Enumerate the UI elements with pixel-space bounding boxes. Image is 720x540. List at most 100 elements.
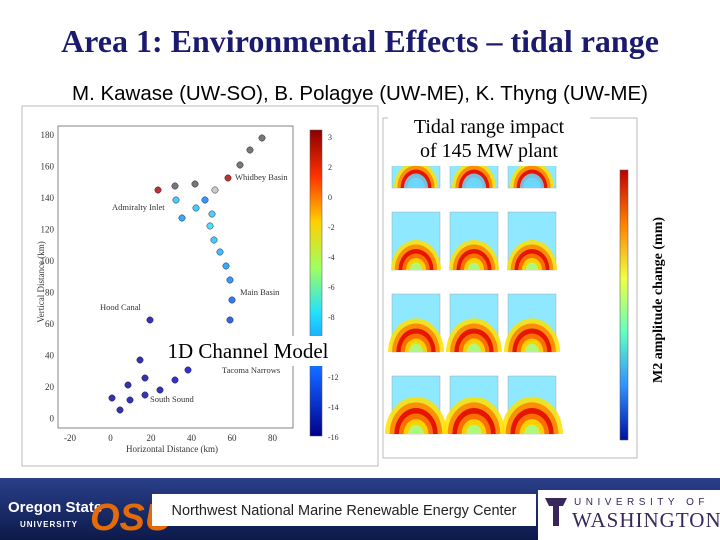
panel [507, 211, 557, 271]
panel-contour [409, 343, 423, 352]
panel-contour [467, 262, 481, 270]
colorbar-tick-label: 2 [328, 163, 332, 172]
y-tick-label: 40 [45, 351, 55, 361]
channel-node [222, 262, 230, 270]
panel [504, 293, 560, 353]
left-caption: 1D Channel Model [168, 339, 329, 363]
channel-node [126, 396, 134, 404]
place-label: Hood Canal [100, 302, 141, 312]
colorbar-tick-label: -2 [328, 223, 335, 232]
channel-node [208, 210, 216, 218]
y-tick-label: 60 [45, 319, 55, 329]
x-axis-label: Horizontal Distance (km) [126, 444, 218, 454]
center-text: Northwest National Marine Renewable Ener… [172, 503, 517, 519]
channel-node [216, 248, 224, 256]
panel-contour [408, 424, 424, 434]
channel-node [224, 174, 232, 182]
x-tick-label: -20 [64, 433, 76, 443]
caption-line: Tidal range impact [414, 116, 565, 138]
y-tick-label: 80 [45, 288, 55, 298]
x-tick-label: 20 [147, 433, 157, 443]
y-tick-label: 140 [41, 193, 55, 203]
channel-node [141, 374, 149, 382]
caption-box [388, 110, 590, 166]
channel-node [171, 182, 179, 190]
x-tick-label: 0 [108, 433, 113, 443]
y-tick-label: 100 [41, 256, 55, 266]
channel-node [201, 196, 209, 204]
panel-contour [525, 343, 539, 352]
uw-name: WASHINGTON [572, 508, 720, 532]
uw-logo-box [538, 490, 720, 540]
y-tick-label: 20 [45, 382, 55, 392]
y-tick-label: 120 [41, 225, 55, 235]
channel-node [178, 214, 186, 222]
channel-node [136, 356, 144, 364]
osu-name: Oregon State [8, 499, 102, 516]
channel-node [154, 186, 162, 194]
channel-node [141, 391, 149, 399]
panel [385, 375, 447, 435]
place-label: Admiralty Inlet [112, 202, 165, 212]
uw-top: UNIVERSITY OF [574, 497, 709, 508]
colorbar-tick-label: -16 [328, 433, 339, 442]
authors: M. Kawase (UW-SO), B. Polagye (UW-ME), K… [72, 82, 648, 105]
colorbar-tick-label: 0 [328, 193, 332, 202]
colorbar [619, 169, 629, 441]
slide-title: Area 1: Environmental Effects – tidal ra… [61, 23, 659, 59]
colorbar-tick-label: -12 [328, 373, 339, 382]
channel-node [191, 180, 199, 188]
right-caption: Tidal range impact of 145 MW plant [414, 116, 565, 162]
panel-contour [410, 181, 422, 188]
channel-node [108, 394, 116, 402]
y-axis-label: Vertical Distance (km) [36, 241, 46, 322]
x-tick-label: 40 [187, 433, 197, 443]
channel-node [226, 276, 234, 284]
panel-contour [524, 424, 540, 434]
colorbar-tick-label: -14 [328, 403, 339, 412]
colorbar-tick-label: -6 [328, 283, 335, 292]
channel-node [210, 236, 218, 244]
place-label: Main Basin [240, 287, 280, 297]
center-box [152, 494, 536, 526]
channel-node [192, 204, 200, 212]
panel [443, 375, 505, 435]
channel-node [211, 186, 219, 194]
channel-node [236, 161, 244, 169]
place-label: Tacoma Narrows [222, 365, 280, 375]
colorbar [309, 129, 323, 437]
channel-node [116, 406, 124, 414]
channel-node [184, 366, 192, 374]
panel [501, 375, 563, 435]
x-tick-label: 60 [228, 433, 238, 443]
channel-node [206, 222, 214, 230]
channel-node [258, 134, 266, 142]
osu-sub: UNIVERSITY [20, 520, 78, 529]
caption-line: of 145 MW plant [420, 140, 558, 162]
place-label: Whidbey Basin [235, 172, 288, 182]
channel-node [171, 376, 179, 384]
colorbar-label: M2 amplitude change (mm) [651, 217, 666, 383]
channel-node [228, 296, 236, 304]
panel-contour [525, 262, 539, 270]
panel-contour [526, 181, 538, 188]
channel-node [246, 146, 254, 154]
panel [446, 293, 502, 353]
panel [391, 211, 441, 271]
panel-contour [467, 343, 481, 352]
channel-node [146, 316, 154, 324]
colorbar-tick-label: -4 [328, 253, 335, 262]
panel-contour [409, 262, 423, 270]
x-tick-label: 80 [268, 433, 278, 443]
channel-node [156, 386, 164, 394]
plot-frame [57, 125, 294, 429]
caption-box [150, 336, 346, 366]
channel-node [172, 196, 180, 204]
colorbar-tick-label: -8 [328, 313, 335, 322]
place-label: South Sound [150, 394, 194, 404]
panel-contour [468, 181, 480, 188]
panel [449, 211, 499, 271]
panel [388, 293, 444, 353]
